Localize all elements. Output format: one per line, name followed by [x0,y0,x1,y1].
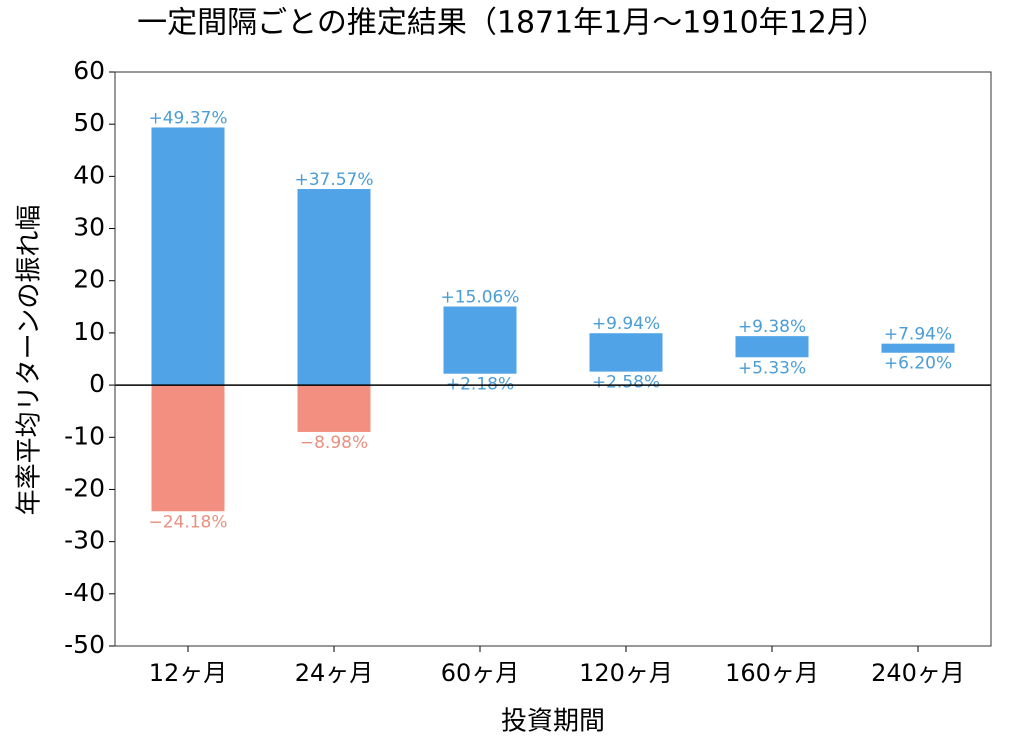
value-label-high: +9.94% [592,314,660,334]
chart-title: 一定間隔ごとの推定結果（1871年1月～1910年12月） [137,6,887,41]
value-label-high: +37.57% [294,170,373,190]
bar-positive [151,127,225,386]
y-tick-label: 50 [73,108,105,137]
value-label-high: +49.37% [148,108,227,128]
bar-negative [297,385,371,432]
x-tick-label: 24ヶ月 [295,659,374,687]
value-label-high: +15.06% [440,288,519,308]
x-tick-label: 120ヶ月 [579,659,673,687]
bar-negative [151,385,225,512]
y-tick-label: -20 [64,473,105,502]
y-tick-label: 40 [73,160,105,189]
x-axis-label: 投資期間 [501,707,605,737]
x-tick-label: 160ヶ月 [725,659,819,687]
x-tick-label: 12ヶ月 [149,659,228,687]
bar-range [735,336,809,358]
value-label-low: −24.18% [148,512,227,532]
y-tick-label: -30 [64,526,105,555]
y-tick-label: -40 [64,578,105,607]
bar-positive [297,189,371,386]
y-axis-label: 年率平均リターンの振れ幅 [15,205,45,516]
value-label-low: −8.98% [300,433,368,453]
y-tick-label: 10 [73,317,105,346]
y-tick-label: 0 [89,369,105,398]
plot-frame [114,71,992,647]
value-label-high: +7.94% [884,325,952,345]
y-tick-label: 20 [73,265,105,294]
bar-range [443,306,517,374]
value-label-low: +6.20% [884,354,952,374]
x-tick-label: 60ヶ月 [441,659,520,687]
y-tick-label: -50 [64,630,105,659]
value-label-low: +2.58% [592,373,660,393]
y-tick-label: 30 [73,213,105,242]
bar-range [589,333,663,372]
value-label-low: +5.33% [738,358,806,378]
y-tick-label: 60 [73,56,105,85]
bar-range [881,343,955,353]
x-tick-label: 240ヶ月 [871,659,965,687]
y-tick-label: -10 [64,421,105,450]
value-label-high: +9.38% [738,317,806,337]
